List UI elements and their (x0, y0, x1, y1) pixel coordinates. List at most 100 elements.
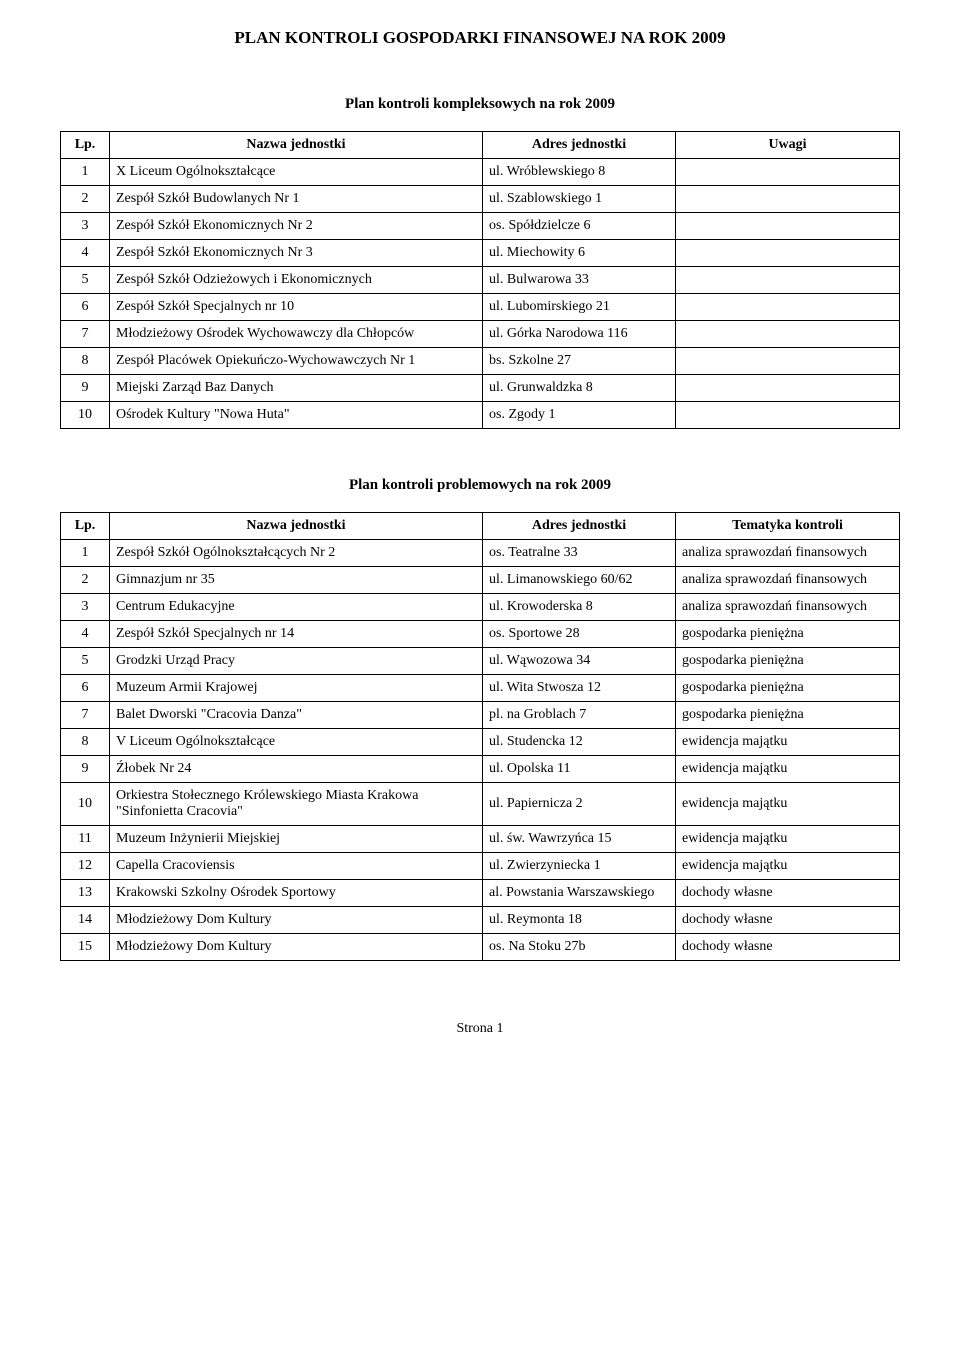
table1-cell-notes (676, 375, 900, 402)
table1-title: Plan kontroli kompleksowych na rok 2009 (60, 96, 900, 113)
table2-cell-topic: analiza sprawozdań finansowych (676, 567, 900, 594)
table-row: 9Miejski Zarząd Baz Danychul. Grunwaldzk… (61, 375, 900, 402)
table2-cell-name: Muzeum Inżynierii Miejskiej (110, 826, 483, 853)
table2-title: Plan kontroli problemowych na rok 2009 (60, 477, 900, 494)
table1-cell-name: X Liceum Ogólnokształcące (110, 159, 483, 186)
table1-cell-notes (676, 240, 900, 267)
table2-cell-addr: ul. Wąwozowa 34 (483, 648, 676, 675)
table1-header-lp: Lp. (61, 132, 110, 159)
table-row: 4Zespół Szkół Ekonomicznych Nr 3ul. Miec… (61, 240, 900, 267)
table2-header-addr: Adres jednostki (483, 513, 676, 540)
table1-cell-lp: 9 (61, 375, 110, 402)
table1-cell-name: Zespół Szkół Budowlanych Nr 1 (110, 186, 483, 213)
table2-cell-addr: ul. Limanowskiego 60/62 (483, 567, 676, 594)
table1-cell-addr: os. Zgody 1 (483, 402, 676, 429)
table2-cell-topic: ewidencja majątku (676, 826, 900, 853)
table2-cell-name: Zespół Szkół Specjalnych nr 14 (110, 621, 483, 648)
table1-cell-name: Miejski Zarząd Baz Danych (110, 375, 483, 402)
table-row: 5Zespół Szkół Odzieżowych i Ekonomicznyc… (61, 267, 900, 294)
table1-cell-addr: ul. Miechowity 6 (483, 240, 676, 267)
table2-cell-lp: 4 (61, 621, 110, 648)
table2-header-topic: Tematyka kontroli (676, 513, 900, 540)
table-row: 5Grodzki Urząd Pracyul. Wąwozowa 34gospo… (61, 648, 900, 675)
table1: Lp. Nazwa jednostki Adres jednostki Uwag… (60, 131, 900, 429)
table2-cell-topic: ewidencja majątku (676, 853, 900, 880)
table2-cell-name: Balet Dworski "Cracovia Danza" (110, 702, 483, 729)
table2-header-lp: Lp. (61, 513, 110, 540)
table2-cell-name: Zespół Szkół Ogólnokształcących Nr 2 (110, 540, 483, 567)
table2-cell-lp: 5 (61, 648, 110, 675)
table1-cell-addr: ul. Wróblewskiego 8 (483, 159, 676, 186)
table2-cell-topic: analiza sprawozdań finansowych (676, 594, 900, 621)
table2-cell-name: Młodzieżowy Dom Kultury (110, 907, 483, 934)
table1-cell-name: Zespół Szkół Odzieżowych i Ekonomicznych (110, 267, 483, 294)
table2-cell-name: Muzeum Armii Krajowej (110, 675, 483, 702)
table2-cell-lp: 7 (61, 702, 110, 729)
table2-cell-topic: analiza sprawozdań finansowych (676, 540, 900, 567)
table-row: 3Zespół Szkół Ekonomicznych Nr 2os. Spół… (61, 213, 900, 240)
table1-cell-notes (676, 159, 900, 186)
page-footer: Strona 1 (60, 1021, 900, 1037)
table-row: 9Źłobek Nr 24ul. Opolska 11ewidencja maj… (61, 756, 900, 783)
table2-cell-lp: 1 (61, 540, 110, 567)
table-row: 2Zespół Szkół Budowlanych Nr 1ul. Szablo… (61, 186, 900, 213)
table-row: 7Balet Dworski "Cracovia Danza"pl. na Gr… (61, 702, 900, 729)
table1-cell-notes (676, 294, 900, 321)
table2-cell-lp: 15 (61, 934, 110, 961)
table2-cell-lp: 12 (61, 853, 110, 880)
table2-cell-name: Źłobek Nr 24 (110, 756, 483, 783)
table2-cell-addr: ul. Studencka 12 (483, 729, 676, 756)
table-row: 4Zespół Szkół Specjalnych nr 14os. Sport… (61, 621, 900, 648)
table1-cell-name: Zespół Placówek Opiekuńczo-Wychowawczych… (110, 348, 483, 375)
table2-cell-lp: 13 (61, 880, 110, 907)
table2-cell-name: Orkiestra Stołecznego Królewskiego Miast… (110, 783, 483, 826)
table1-header-name: Nazwa jednostki (110, 132, 483, 159)
table-row: 2Gimnazjum nr 35ul. Limanowskiego 60/62a… (61, 567, 900, 594)
table-row: 14Młodzieżowy Dom Kulturyul. Reymonta 18… (61, 907, 900, 934)
table2-cell-addr: os. Na Stoku 27b (483, 934, 676, 961)
table1-cell-lp: 6 (61, 294, 110, 321)
table-row: 1Zespół Szkół Ogólnokształcących Nr 2os.… (61, 540, 900, 567)
table2-cell-topic: dochody własne (676, 934, 900, 961)
table2-cell-addr: ul. Krowoderska 8 (483, 594, 676, 621)
table2-cell-lp: 8 (61, 729, 110, 756)
table1-cell-addr: ul. Bulwarowa 33 (483, 267, 676, 294)
table1-header-notes: Uwagi (676, 132, 900, 159)
table-row: 7Młodzieżowy Ośrodek Wychowawczy dla Chł… (61, 321, 900, 348)
table2-cell-addr: ul. św. Wawrzyńca 15 (483, 826, 676, 853)
table1-cell-notes (676, 348, 900, 375)
table2-cell-addr: ul. Reymonta 18 (483, 907, 676, 934)
table2-cell-topic: gospodarka pieniężna (676, 702, 900, 729)
table1-cell-lp: 7 (61, 321, 110, 348)
table2-cell-name: V Liceum Ogólnokształcące (110, 729, 483, 756)
table1-cell-lp: 3 (61, 213, 110, 240)
table1-cell-addr: bs. Szkolne 27 (483, 348, 676, 375)
table-row: 8Zespół Placówek Opiekuńczo-Wychowawczyc… (61, 348, 900, 375)
table2: Lp. Nazwa jednostki Adres jednostki Tema… (60, 512, 900, 961)
table2-cell-addr: al. Powstania Warszawskiego (483, 880, 676, 907)
table1-cell-name: Zespół Szkół Ekonomicznych Nr 2 (110, 213, 483, 240)
table1-cell-lp: 8 (61, 348, 110, 375)
table1-header-addr: Adres jednostki (483, 132, 676, 159)
table2-cell-name: Krakowski Szkolny Ośrodek Sportowy (110, 880, 483, 907)
table-row: 1X Liceum Ogólnokształcąceul. Wróblewski… (61, 159, 900, 186)
table1-cell-name: Zespół Szkół Specjalnych nr 10 (110, 294, 483, 321)
table2-cell-topic: dochody własne (676, 907, 900, 934)
document-page: PLAN KONTROLI GOSPODARKI FINANSOWEJ NA R… (0, 0, 960, 1077)
table-row: 3Centrum Edukacyjneul. Krowoderska 8anal… (61, 594, 900, 621)
table2-cell-topic: gospodarka pieniężna (676, 621, 900, 648)
table2-cell-name: Grodzki Urząd Pracy (110, 648, 483, 675)
table1-cell-notes (676, 267, 900, 294)
table-row: 8V Liceum Ogólnokształcąceul. Studencka … (61, 729, 900, 756)
table1-cell-name: Młodzieżowy Ośrodek Wychowawczy dla Chło… (110, 321, 483, 348)
table2-cell-addr: os. Teatralne 33 (483, 540, 676, 567)
table1-cell-lp: 4 (61, 240, 110, 267)
table-row: 11Muzeum Inżynierii Miejskiejul. św. Waw… (61, 826, 900, 853)
table1-cell-addr: ul. Grunwaldzka 8 (483, 375, 676, 402)
table2-cell-topic: dochody własne (676, 880, 900, 907)
table2-cell-topic: ewidencja majątku (676, 756, 900, 783)
table2-cell-lp: 14 (61, 907, 110, 934)
table-row: 15Młodzieżowy Dom Kulturyos. Na Stoku 27… (61, 934, 900, 961)
table1-cell-addr: ul. Szablowskiego 1 (483, 186, 676, 213)
table2-cell-addr: ul. Wita Stwosza 12 (483, 675, 676, 702)
